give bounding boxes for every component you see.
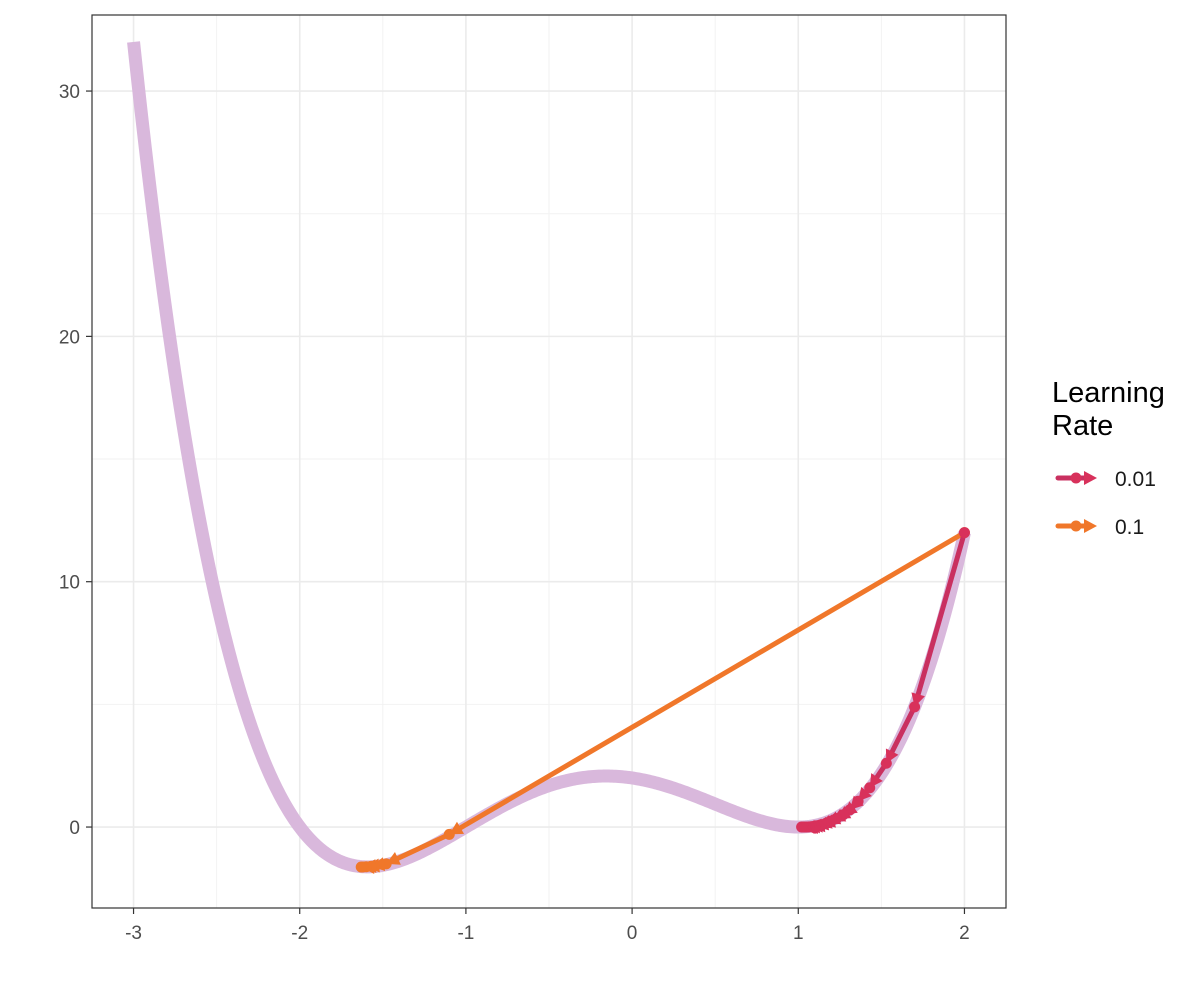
x-tick-label: 1 [793,923,804,944]
legend-title-line-2: Rate [1052,410,1113,442]
series-point [796,821,808,833]
x-tick-label: -2 [291,923,308,944]
minor-grid [92,15,1006,908]
series-point [880,757,892,769]
series-0-01 [796,527,970,835]
legend: Learning Rate 0.01 0.1 [1052,377,1165,539]
legend-title-line-1: Learning [1052,377,1165,409]
y-tick-label: 0 [69,818,80,839]
y-axis: 0 10 20 30 [59,82,92,839]
series-point [958,527,970,539]
legend-label: 0.1 [1115,516,1144,539]
series-point [443,828,455,840]
x-axis: -3 -2 -1 0 1 2 [125,908,970,944]
x-tick-label: -3 [125,923,142,944]
y-tick-label: 30 [59,82,80,103]
legend-key-point [1070,520,1082,532]
series-point [852,795,864,807]
x-tick-label: -1 [457,923,474,944]
legend-key-arrow [1084,519,1097,533]
legend-label: 0.01 [1115,468,1156,491]
x-tick-label: 2 [959,923,970,944]
legend-key-0-1: 0.1 [1055,516,1144,539]
x-tick-label: 0 [627,923,638,944]
panel-border [91,14,1007,909]
legend-key-arrow [1084,471,1097,485]
series-point [355,861,367,873]
legend-keys: 0.01 0.1 [1055,468,1156,539]
major-grid [92,15,1006,908]
descent-paths-layer [355,527,970,875]
series-point [864,782,876,794]
series-point [909,701,921,713]
y-tick-label: 20 [59,327,80,348]
series-point [380,858,392,870]
legend-key-0-01: 0.01 [1055,468,1156,491]
y-tick-label: 10 [59,573,80,594]
legend-key-point [1070,472,1082,484]
